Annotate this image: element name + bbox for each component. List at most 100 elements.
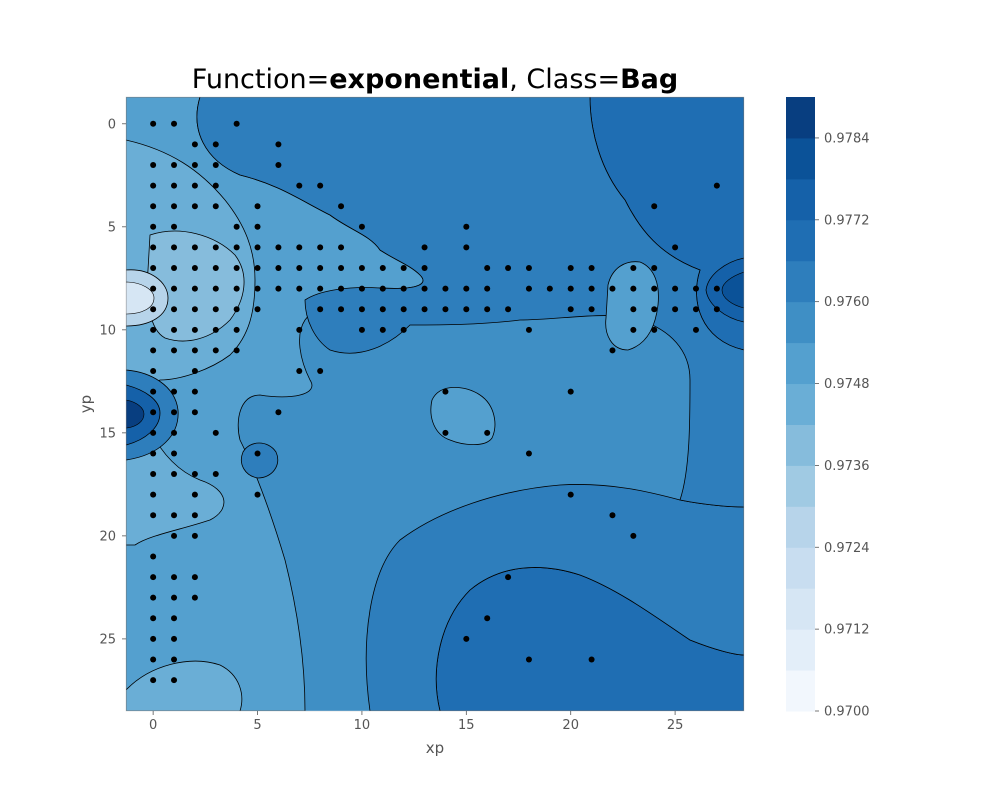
data-point xyxy=(296,265,303,272)
data-point xyxy=(150,326,157,333)
data-point xyxy=(296,285,303,292)
colorbar-level xyxy=(786,588,815,630)
data-point xyxy=(150,677,157,684)
data-point xyxy=(379,265,386,272)
data-point xyxy=(171,409,178,416)
plot-frame xyxy=(125,96,745,712)
colorbar-level xyxy=(786,178,815,221)
data-point xyxy=(567,388,574,395)
contour-region-left-palest-blob xyxy=(126,281,155,315)
colorbar-level xyxy=(786,301,815,344)
colorbar-tick-label: 0.9772 xyxy=(824,213,870,228)
data-point xyxy=(317,182,324,189)
x-tick-label: 20 xyxy=(562,718,579,733)
data-point xyxy=(421,265,428,272)
data-point xyxy=(191,594,198,601)
y-tick-label: 25 xyxy=(99,632,116,647)
data-point xyxy=(484,265,491,272)
colorbar-tick-label: 0.9784 xyxy=(824,131,870,146)
data-point xyxy=(171,326,178,333)
data-point xyxy=(630,532,637,539)
colorbar-level xyxy=(786,219,815,262)
data-point xyxy=(171,574,178,581)
data-point xyxy=(296,368,303,375)
data-point xyxy=(525,656,532,663)
data-point xyxy=(171,429,178,436)
data-point xyxy=(191,347,198,354)
y-axis-label: yp xyxy=(77,395,95,413)
colorbar-level xyxy=(786,260,815,303)
x-tick-label: 15 xyxy=(458,718,475,733)
data-point xyxy=(171,512,178,519)
data-point xyxy=(692,306,699,313)
y-tick-label: 5 xyxy=(108,220,116,235)
x-tick-label: 0 xyxy=(149,718,157,733)
data-point xyxy=(358,306,365,313)
x-tick-label: 25 xyxy=(667,718,684,733)
data-point xyxy=(191,512,198,519)
data-point xyxy=(317,265,324,272)
data-point xyxy=(651,265,658,272)
data-point xyxy=(421,244,428,251)
data-point xyxy=(713,285,720,292)
data-point xyxy=(191,574,198,581)
data-point xyxy=(296,182,303,189)
data-point xyxy=(651,285,658,292)
data-point xyxy=(672,244,679,251)
data-point xyxy=(317,244,324,251)
data-point xyxy=(150,615,157,622)
data-point xyxy=(609,285,616,292)
data-point xyxy=(212,265,219,272)
data-point xyxy=(171,223,178,230)
colorbar-level xyxy=(786,670,815,712)
data-point xyxy=(233,285,240,292)
data-point xyxy=(191,368,198,375)
data-point xyxy=(212,306,219,313)
data-point xyxy=(254,223,261,230)
title-part-1: exponential xyxy=(329,64,509,95)
data-point xyxy=(358,285,365,292)
data-point xyxy=(171,635,178,642)
data-point xyxy=(713,306,720,313)
data-point xyxy=(150,368,157,375)
data-point xyxy=(254,265,261,272)
colorbar-level xyxy=(786,547,815,589)
data-point xyxy=(171,656,178,663)
data-point xyxy=(505,265,512,272)
data-point xyxy=(567,265,574,272)
data-point xyxy=(525,450,532,457)
data-point xyxy=(317,306,324,313)
y-tick-label: 10 xyxy=(99,323,116,338)
data-point xyxy=(191,203,198,210)
contour-region-right-highest-blob xyxy=(721,271,744,309)
colorbar-level xyxy=(786,342,815,385)
data-point xyxy=(442,285,449,292)
data-point xyxy=(275,409,282,416)
data-point xyxy=(171,532,178,539)
data-point xyxy=(212,141,219,148)
data-point xyxy=(212,429,219,436)
data-point xyxy=(233,244,240,251)
data-point xyxy=(150,491,157,498)
data-point xyxy=(233,120,240,127)
data-point xyxy=(484,429,491,436)
data-point xyxy=(191,471,198,478)
data-point xyxy=(400,306,407,313)
data-point xyxy=(525,285,532,292)
data-point xyxy=(672,285,679,292)
colorbar-level xyxy=(786,383,815,425)
data-point xyxy=(421,306,428,313)
data-point xyxy=(191,244,198,251)
colorbar xyxy=(786,97,815,712)
data-point xyxy=(171,161,178,168)
data-point xyxy=(150,553,157,560)
title-part-2: , Class= xyxy=(509,64,620,95)
data-point xyxy=(254,285,261,292)
data-point xyxy=(317,368,324,375)
data-point xyxy=(400,326,407,333)
data-point xyxy=(171,244,178,251)
data-point xyxy=(338,285,345,292)
data-point xyxy=(651,203,658,210)
data-point xyxy=(171,306,178,313)
